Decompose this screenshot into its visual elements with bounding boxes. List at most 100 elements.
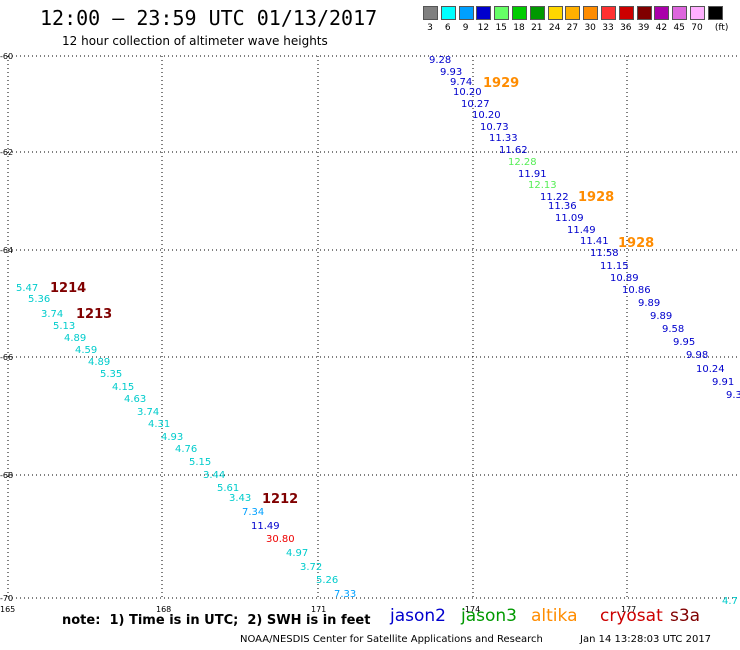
generated-timestamp: Jan 14 13:28:03 UTC 2017: [580, 634, 712, 645]
swh-reading: 5.35: [100, 369, 122, 380]
swh-reading: 4.89: [64, 333, 86, 344]
pass-number: 1212: [262, 492, 298, 507]
legend-swatch: [423, 6, 438, 20]
satellite-legend-item: jason3: [461, 606, 517, 626]
swh-reading: 9.91: [712, 377, 734, 388]
pass-number: 1928: [578, 190, 614, 205]
pass-number: 1214: [50, 281, 86, 296]
swh-reading: 3.44: [203, 470, 225, 481]
legend-swatch: [476, 6, 492, 20]
longitude-label: -174: [462, 605, 480, 614]
legend-swatch: [636, 6, 652, 20]
swh-reading: 3.74: [137, 407, 159, 418]
swh-reading: 5.61: [217, 483, 239, 494]
swh-reading: 4.97: [286, 548, 308, 559]
legend-unit: (ft): [714, 23, 729, 33]
swh-reading: 4.89: [88, 357, 110, 368]
swh-reading: 4.7: [722, 596, 738, 607]
swh-reading: 5.13: [53, 321, 75, 332]
pass-number: 1929: [483, 76, 519, 91]
longitude-label: 165: [0, 605, 15, 614]
swh-reading: 30.80: [266, 534, 295, 545]
latitude-label: -62: [0, 148, 13, 157]
swh-reading: 3.74: [41, 309, 63, 320]
swh-reading: 11.22: [540, 192, 569, 203]
legend-swatch: [512, 6, 527, 20]
legend-label: 36: [620, 23, 632, 33]
latitude-label: -68: [0, 471, 13, 480]
swh-reading: 4.15: [112, 382, 134, 393]
legend-label: 18: [513, 23, 525, 33]
swh-reading: 4.31: [148, 419, 170, 430]
swh-reading: 4.76: [175, 444, 197, 455]
legend-label: 12: [477, 23, 490, 33]
satellite-tracks: 9.289.939.7410.2010.2710.2010.7311.3311.…: [16, 55, 740, 607]
legend-swatch: [547, 6, 563, 20]
swh-reading: 12.13: [528, 180, 557, 191]
legend-swatch: [583, 6, 599, 20]
legend-swatch: [565, 6, 581, 20]
legend-swatch: [529, 6, 545, 20]
swh-reading: 4.63: [124, 394, 146, 405]
swh-reading: 12.28: [508, 157, 537, 168]
pass-number: 1928: [618, 236, 654, 251]
swh-reading: 11.91: [518, 169, 547, 180]
legend-label: 15: [495, 23, 507, 33]
legend-label: 24: [548, 23, 561, 33]
swh-reading: 9.74: [450, 77, 472, 88]
swh-reading: 11.33: [489, 133, 518, 144]
legend-swatch: [690, 6, 705, 20]
swh-reading: 9.89: [638, 298, 660, 309]
longitude-label: 168: [156, 605, 171, 614]
swh-reading: 3.43: [229, 493, 251, 504]
legend-label: 9: [462, 23, 469, 33]
map-subtitle: 12 hour collection of altimeter wave hei…: [62, 34, 328, 48]
legend-label: 6: [444, 23, 451, 33]
axis-labels: -60 -62 -64 -66 -68 -70 165 168 171 -174 177: [0, 52, 636, 614]
swh-reading: 11.49: [567, 225, 596, 236]
swh-reading: 5.26: [316, 575, 338, 586]
satellite-legend-item: s3a: [670, 606, 701, 626]
swh-reading: 11.62: [499, 145, 528, 156]
legend-swatch: [672, 6, 688, 20]
swh-reading: 10.24: [696, 364, 725, 375]
pass-number: 1213: [76, 307, 112, 322]
swh-reading: 7.34: [242, 507, 264, 518]
legend-label: 3: [427, 23, 433, 33]
swh-reading: 11.15: [600, 261, 629, 272]
swh-reading: 9.58: [662, 324, 684, 335]
credit-text: NOAA/NESDIS Center for Satellite Applica…: [240, 634, 543, 645]
swh-reading: 11.09: [555, 213, 584, 224]
swh-reading: 4.59: [75, 345, 97, 356]
satellite-legend-item: jason2: [390, 606, 446, 626]
swh-reading: 9.93: [440, 67, 462, 78]
satellite-legend-item: cryosat: [600, 606, 663, 626]
swh-reading: 3.72: [300, 562, 322, 573]
latitude-label: -66: [0, 353, 13, 362]
swh-reading: 11.41: [580, 236, 609, 247]
latitude-label: -60: [0, 52, 13, 61]
swh-reading: 11.49: [251, 521, 280, 532]
legend-label: 70: [691, 23, 703, 33]
swh-reading: 9.28: [429, 55, 451, 66]
footer-note: note: 1) Time is in UTC; 2) SWH is in fe…: [62, 613, 371, 628]
swh-reading: 11.36: [548, 201, 577, 212]
map-title: 12:00 – 23:59 UTC 01/13/2017: [40, 6, 378, 30]
swh-reading: 9.95: [673, 337, 695, 348]
latitude-label: -70: [0, 594, 13, 603]
legend-label: 45: [673, 23, 685, 33]
swh-reading: 5.15: [189, 457, 211, 468]
legend-label: 39: [637, 23, 650, 33]
legend-label: 33: [602, 23, 614, 33]
legend-swatch: [458, 6, 474, 20]
swh-reading: 10.20: [472, 110, 501, 121]
swh-reading: 9.89: [650, 311, 672, 322]
legend-swatch: [440, 6, 456, 20]
swh-reading: 9.3: [726, 390, 740, 401]
swh-reading: 10.73: [480, 122, 509, 133]
swh-reading: 10.86: [622, 285, 651, 296]
legend-label: 42: [655, 23, 668, 33]
legend-label: 30: [584, 23, 596, 33]
swh-reading: 5.36: [28, 294, 50, 305]
